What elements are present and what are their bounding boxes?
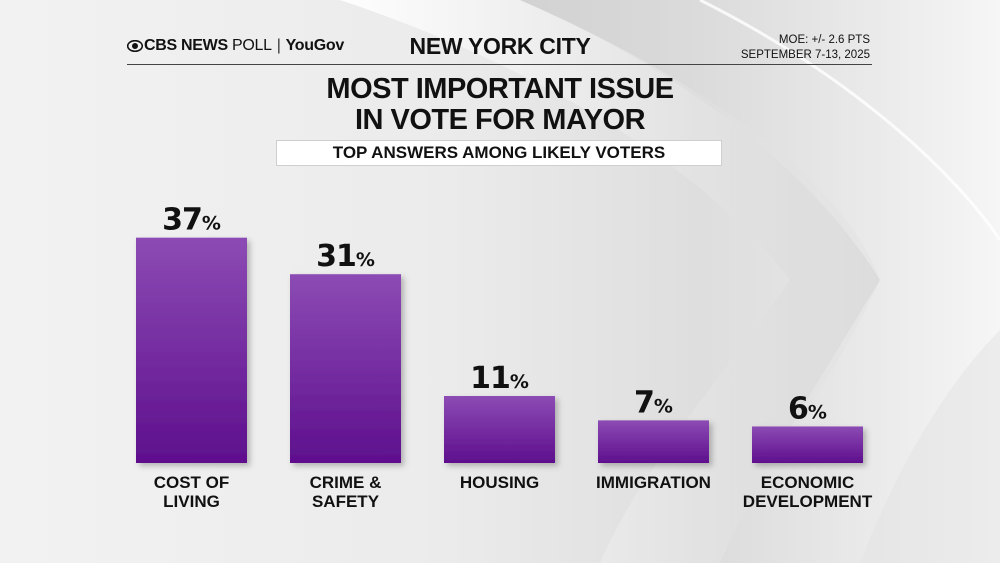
logo-brand: CBS NEWS [144,37,228,54]
chart-title: MOST IMPORTANT ISSUE IN VOTE FOR MAYOR [200,74,800,136]
category-label: COST OF [154,473,230,492]
logo-partner: YouGov [285,37,345,54]
category-label: CRIME & [310,473,382,492]
bar-value-label: 37% [162,203,221,238]
poll-meta: MOE: +/- 2.6 PTS SEPTEMBER 7-13, 2025 [741,33,870,63]
chart-title-line: MOST IMPORTANT ISSUE [326,73,674,105]
cbs-eye-icon [126,39,144,57]
bar-value-label: 31% [316,239,375,274]
category-label: IMMIGRATION [596,473,711,492]
poll-dates: SEPTEMBER 7-13, 2025 [740,49,870,61]
logo-separator: | [276,37,281,54]
bar [136,237,247,463]
region-title: NEW YORK CITY [409,33,591,59]
category-label: DEVELOPMENT [743,492,873,511]
category-label: ECONOMIC [761,473,855,492]
logo-poll: POLL [231,37,272,54]
bar [444,396,555,463]
bar-value-label: 6% [788,391,827,426]
category-label: SAFETY [312,492,380,511]
poll-logo: CBS NEWS POLL | YouGov [126,37,345,57]
chart-subtitle: TOP ANSWERS AMONG LIKELY VOTERS [276,140,722,166]
bar-value-label: 7% [634,385,673,420]
category-label: LIVING [163,492,220,511]
margin-of-error: MOE: +/- 2.6 PTS [778,34,870,46]
bar [598,420,709,463]
bar [752,426,863,463]
bar [290,274,401,463]
chart-title-line: IN VOTE FOR MAYOR [354,104,646,136]
header-divider [127,64,872,65]
bar-value-label: 11% [470,361,529,396]
category-label: HOUSING [460,473,539,492]
